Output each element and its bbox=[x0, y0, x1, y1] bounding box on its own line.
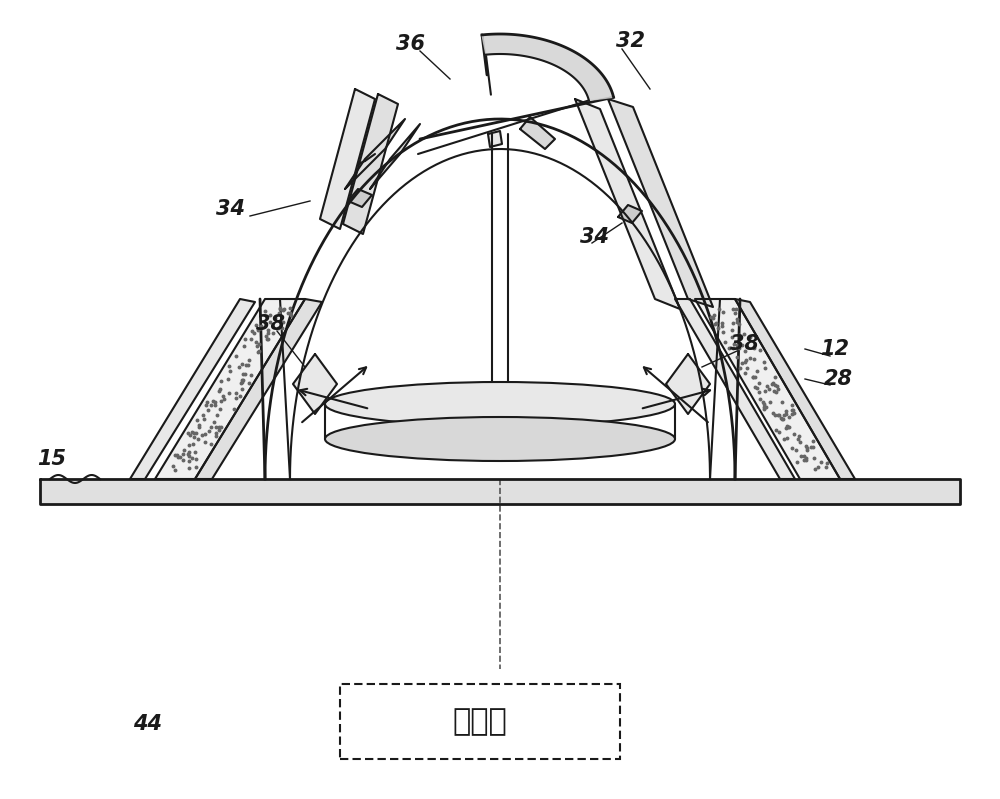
Polygon shape bbox=[348, 189, 372, 207]
Text: 32: 32 bbox=[616, 31, 644, 51]
Polygon shape bbox=[482, 34, 614, 101]
Polygon shape bbox=[488, 131, 502, 147]
Polygon shape bbox=[695, 299, 840, 479]
Text: 34: 34 bbox=[216, 199, 244, 219]
Polygon shape bbox=[293, 354, 337, 414]
Polygon shape bbox=[488, 394, 512, 409]
Polygon shape bbox=[575, 99, 680, 309]
Ellipse shape bbox=[325, 382, 675, 426]
Polygon shape bbox=[735, 299, 855, 479]
Text: 36: 36 bbox=[396, 34, 424, 54]
Text: 44: 44 bbox=[134, 714, 162, 734]
Polygon shape bbox=[195, 299, 322, 479]
Text: 控制器: 控制器 bbox=[453, 707, 507, 736]
Polygon shape bbox=[618, 205, 642, 223]
Polygon shape bbox=[343, 94, 398, 234]
Text: 34: 34 bbox=[580, 227, 610, 247]
Text: 38: 38 bbox=[730, 334, 760, 354]
Text: 15: 15 bbox=[38, 449, 66, 469]
Polygon shape bbox=[345, 119, 405, 189]
Ellipse shape bbox=[325, 417, 675, 461]
Polygon shape bbox=[666, 354, 710, 414]
Bar bbox=[340, 684, 620, 759]
Polygon shape bbox=[155, 299, 305, 479]
Polygon shape bbox=[40, 479, 960, 504]
Text: 12: 12 bbox=[820, 339, 850, 359]
Polygon shape bbox=[370, 124, 420, 189]
Text: 28: 28 bbox=[824, 369, 852, 389]
Text: 38: 38 bbox=[256, 314, 285, 334]
Polygon shape bbox=[608, 99, 713, 307]
Polygon shape bbox=[675, 299, 795, 479]
Polygon shape bbox=[520, 117, 555, 149]
Polygon shape bbox=[130, 299, 255, 479]
Polygon shape bbox=[320, 89, 375, 229]
